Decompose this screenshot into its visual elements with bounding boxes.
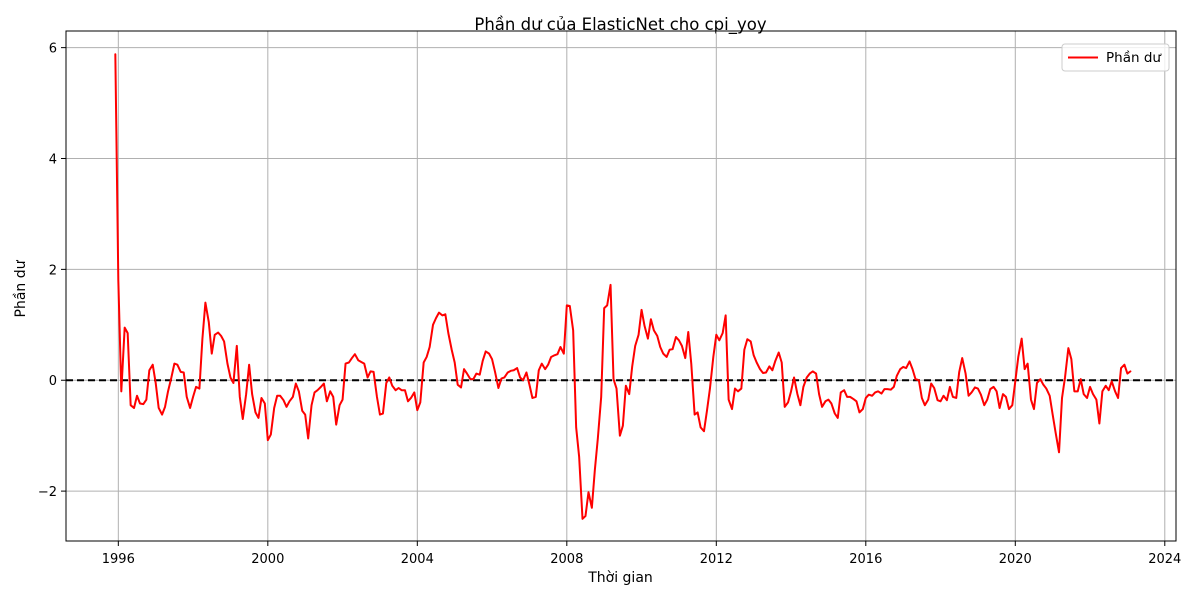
x-tick-label: 2004 [401,552,434,567]
x-axis-title: Thời gian [587,570,653,586]
chart-title: Phần dư của ElasticNet cho cpi_yoy [474,15,766,35]
x-tick-label: 2020 [999,552,1032,567]
y-tick-label: 2 [49,263,57,278]
x-tick-label: 2012 [700,552,733,567]
legend-label: Phần dư [1106,50,1162,66]
x-axis-ticks: 1996 2000 2004 2008 2012 2016 2020 2024 [102,541,1181,567]
x-tick-label: 1996 [102,552,135,567]
y-axis-title: Phần dư [13,259,29,317]
plot-area [65,30,1177,542]
x-tick-label: 2024 [1148,552,1181,567]
y-tick-label: 6 [49,42,57,57]
x-tick-label: 2000 [251,552,284,567]
x-tick-label: 2016 [849,552,882,567]
y-tick-label: −2 [38,485,57,500]
legend: Phần dư [1061,43,1170,72]
legend-box [1061,43,1170,72]
x-tick-label: 2008 [550,552,583,567]
y-axis-ticks: −2 0 2 4 6 [38,42,66,500]
y-tick-label: 4 [49,153,57,168]
series-line-phan-du [114,53,1132,520]
plot-frame [65,30,1177,542]
y-tick-label: 0 [49,374,57,389]
